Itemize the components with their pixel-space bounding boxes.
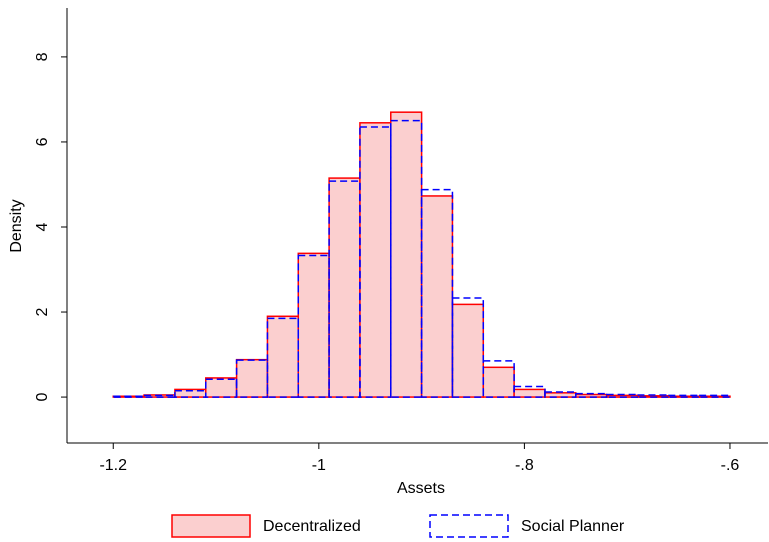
bar (544, 392, 577, 398)
bar (205, 377, 238, 398)
bar (420, 188, 454, 398)
bar (513, 388, 546, 398)
bar (636, 394, 670, 398)
y-tick-label: 2 (34, 307, 51, 316)
bar (420, 195, 454, 398)
legend-label: Social Planner (521, 518, 625, 535)
legend-label: Decentralized (263, 518, 361, 535)
bar (698, 394, 731, 398)
bar (143, 394, 176, 398)
y-tick-label: 0 (34, 393, 51, 402)
x-tick-label: -.6 (721, 457, 740, 474)
bar (482, 366, 515, 398)
y-tick-label: 8 (34, 52, 51, 61)
bar (667, 394, 700, 398)
bar (297, 252, 330, 398)
bar (235, 358, 269, 398)
bar (451, 297, 485, 398)
bar (328, 180, 361, 398)
bar (328, 177, 361, 398)
y-axis-label: Density (8, 199, 25, 252)
y-tick-label: 4 (34, 222, 51, 231)
bar (575, 392, 608, 398)
y-tick-label: 6 (34, 137, 51, 146)
legend-swatch (171, 514, 251, 538)
x-tick-label: -.8 (515, 457, 534, 474)
bar (605, 393, 639, 398)
bar (266, 315, 300, 398)
bar (112, 395, 145, 398)
x-tick-label: -1.2 (99, 457, 127, 474)
bar (359, 122, 392, 398)
bar (451, 303, 485, 398)
legend-swatch (429, 514, 509, 538)
bar (297, 254, 330, 398)
bar (390, 111, 423, 398)
bar (482, 360, 515, 398)
x-tick-label: -1 (312, 457, 326, 474)
bar (205, 378, 238, 398)
x-axis-label: Assets (397, 480, 445, 497)
